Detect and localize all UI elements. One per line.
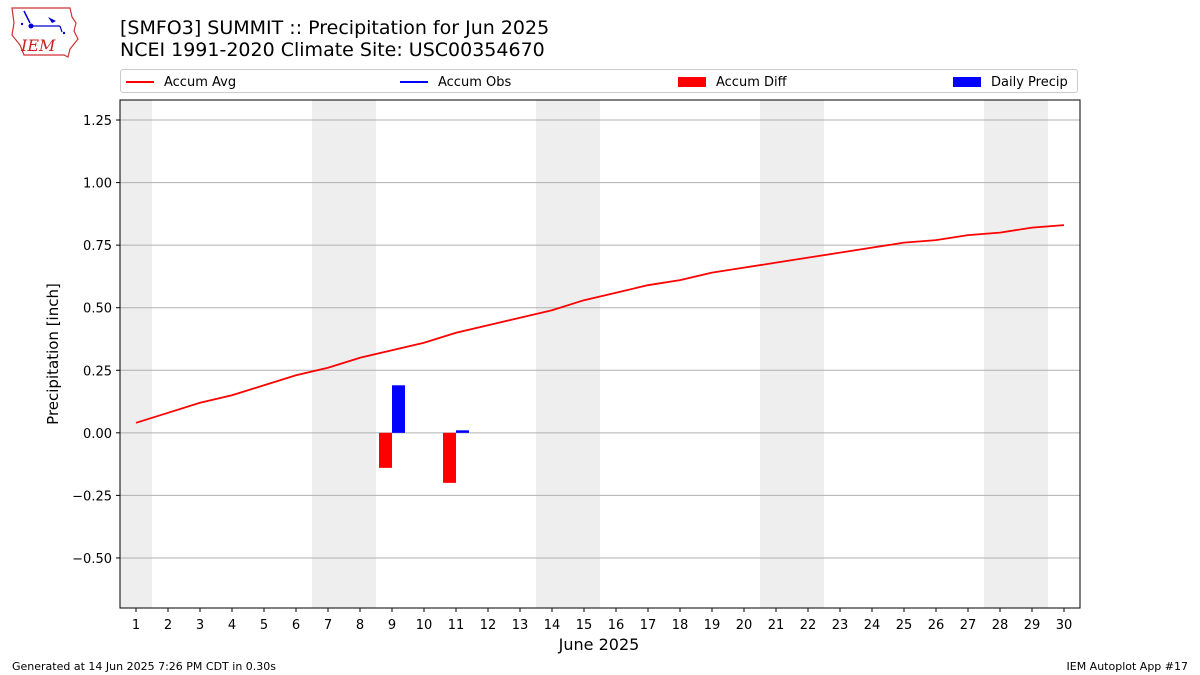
x-tick-label: 2 bbox=[164, 618, 172, 633]
x-tick-label: 1 bbox=[132, 618, 140, 633]
x-tick-label: 16 bbox=[608, 618, 625, 633]
legend-label-accum-diff: Accum Diff bbox=[716, 74, 787, 90]
footer-generated: Generated at 14 Jun 2025 7:26 PM CDT in … bbox=[12, 660, 277, 673]
x-tick-label: 26 bbox=[928, 618, 945, 633]
footer-app: IEM Autoplot App #17 bbox=[1066, 660, 1189, 673]
legend-item-accum-diff: Accum Diff bbox=[678, 74, 787, 90]
x-tick-label: 30 bbox=[1056, 618, 1073, 633]
x-tick-label: 12 bbox=[480, 618, 497, 633]
legend-swatch-accum-diff bbox=[678, 77, 706, 87]
chart-title: [SMFO3] SUMMIT :: Precipitation for Jun … bbox=[120, 17, 550, 39]
x-tick-label: 25 bbox=[896, 618, 913, 633]
x-tick-label: 21 bbox=[768, 618, 785, 633]
x-tick-label: 14 bbox=[544, 618, 561, 633]
x-tick-label: 6 bbox=[292, 618, 300, 633]
x-axis-label: June 2025 bbox=[558, 635, 640, 654]
accum-diff-bar-day-9 bbox=[379, 432, 392, 468]
x-tick-label: 27 bbox=[960, 618, 977, 633]
accum-diff-bar-day-11 bbox=[443, 432, 456, 483]
x-tick-label: 23 bbox=[832, 618, 849, 633]
weekend-shade-15 bbox=[568, 100, 600, 608]
legend-swatch-accum-avg bbox=[126, 81, 154, 83]
y-tick-label: 0.50 bbox=[83, 302, 112, 317]
weekend-shade-1 bbox=[120, 100, 152, 608]
legend: Accum Avg Accum Obs Accum Diff Daily Pre… bbox=[120, 69, 1078, 93]
y-tick-label: −0.50 bbox=[72, 552, 112, 567]
y-tick-label: 1.25 bbox=[83, 114, 112, 129]
chart-subtitle: NCEI 1991-2020 Climate Site: USC00354670 bbox=[120, 39, 545, 61]
legend-item-daily-precip: Daily Precip bbox=[953, 74, 1068, 90]
weekend-shade-29 bbox=[1016, 100, 1048, 608]
x-tick-label: 8 bbox=[356, 618, 364, 633]
legend-swatch-accum-obs bbox=[400, 81, 428, 83]
accum-avg-line bbox=[135, 224, 1065, 424]
legend-item-accum-obs: Accum Obs bbox=[400, 74, 511, 90]
y-tick-label: −0.25 bbox=[72, 489, 112, 504]
x-tick-label: 15 bbox=[576, 618, 593, 633]
x-tick-label: 9 bbox=[388, 618, 396, 633]
x-tick-label: 18 bbox=[672, 618, 689, 633]
x-tick-label: 4 bbox=[228, 618, 236, 633]
y-tick-label: 1.00 bbox=[83, 177, 112, 192]
x-tick-label: 17 bbox=[640, 618, 657, 633]
weekend-shade-22 bbox=[792, 100, 824, 608]
x-tick-label: 28 bbox=[992, 618, 1009, 633]
x-tick-label: 22 bbox=[800, 618, 817, 633]
x-tick-label: 29 bbox=[1024, 618, 1041, 633]
plot-frame bbox=[119, 99, 1081, 609]
legend-swatch-daily-precip bbox=[953, 77, 981, 87]
x-tick-label: 24 bbox=[864, 618, 881, 633]
x-tick-label: 13 bbox=[512, 618, 529, 633]
legend-label-accum-avg: Accum Avg bbox=[164, 74, 237, 90]
weekend-shade-14 bbox=[536, 100, 568, 608]
legend-label-daily-precip: Daily Precip bbox=[991, 74, 1068, 90]
daily-precip-bar-day-11 bbox=[456, 430, 469, 433]
x-tick-label: 5 bbox=[260, 618, 268, 633]
x-tick-label: 20 bbox=[736, 618, 753, 633]
x-tick-label: 3 bbox=[196, 618, 204, 633]
iem-logo: IEM bbox=[11, 7, 79, 58]
y-axis-label: Precipitation [inch] bbox=[44, 283, 62, 425]
weekend-shade-28 bbox=[984, 100, 1016, 608]
x-tick-label: 19 bbox=[704, 618, 721, 633]
legend-item-accum-avg: Accum Avg bbox=[126, 74, 236, 90]
y-tick-label: 0.00 bbox=[83, 427, 112, 442]
weekend-shade-7 bbox=[312, 100, 344, 608]
legend-label-accum-obs: Accum Obs bbox=[438, 74, 512, 90]
logo-text: IEM bbox=[20, 36, 56, 55]
y-tick-label: 0.75 bbox=[83, 239, 112, 254]
weekend-shade-8 bbox=[344, 100, 376, 608]
x-tick-label: 11 bbox=[448, 618, 465, 633]
x-tick-label: 7 bbox=[324, 618, 332, 633]
y-tick-label: 0.25 bbox=[83, 364, 112, 379]
x-tick-label: 10 bbox=[416, 618, 433, 633]
daily-precip-bar-day-9 bbox=[392, 385, 405, 433]
weekend-shade-21 bbox=[760, 100, 792, 608]
